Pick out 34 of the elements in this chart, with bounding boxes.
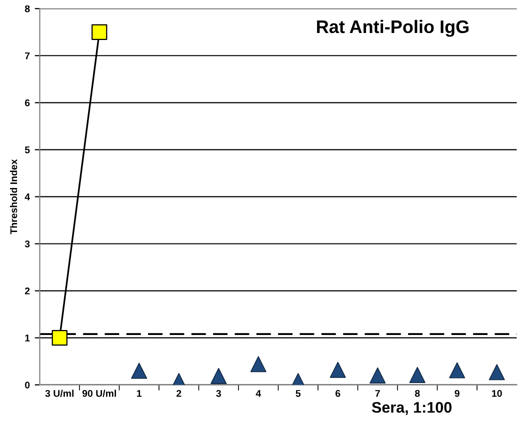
x-tick-label: 4	[256, 390, 262, 397]
point	[131, 362, 148, 379]
x-tick-label: 3	[216, 390, 221, 397]
y-axis-title: Threshold Index	[10, 159, 18, 234]
point	[449, 362, 466, 378]
x-tick-label: 9	[454, 390, 460, 397]
y-tick-label: 6	[24, 99, 30, 106]
point	[210, 368, 227, 384]
x-tick-label: 5	[296, 390, 301, 397]
y-tick-label: 7	[25, 52, 30, 60]
y-tick-label: 8	[24, 5, 30, 12]
y-tick-label: 3	[24, 240, 30, 248]
point	[409, 366, 426, 383]
x-tick-label: 1	[137, 390, 142, 397]
point	[250, 356, 266, 372]
x-tick-label: 7	[375, 390, 380, 397]
y-tick-label: 5	[24, 146, 30, 154]
x-axis-title: Sera, 1:100	[372, 402, 452, 415]
point	[370, 367, 386, 384]
y-tick-label: 4	[24, 194, 30, 200]
text: Rat Anti-Polio IgG	[317, 20, 469, 37]
x-tick-label: 90 U/ml	[82, 390, 116, 397]
point	[52, 330, 68, 346]
y-tick-label: 2	[24, 288, 30, 294]
x-tick-label: 10	[492, 390, 502, 397]
x-tick-label: 2	[176, 390, 182, 397]
y-tick-label: 0	[25, 382, 30, 388]
point	[330, 362, 346, 378]
point	[488, 364, 505, 380]
x-tick-label: 6	[336, 390, 340, 397]
point	[92, 24, 108, 40]
y-tick-label: 1	[25, 334, 30, 342]
x-tick-label: 8	[414, 390, 420, 397]
x-tick-label: 3 U/ml	[45, 390, 74, 397]
